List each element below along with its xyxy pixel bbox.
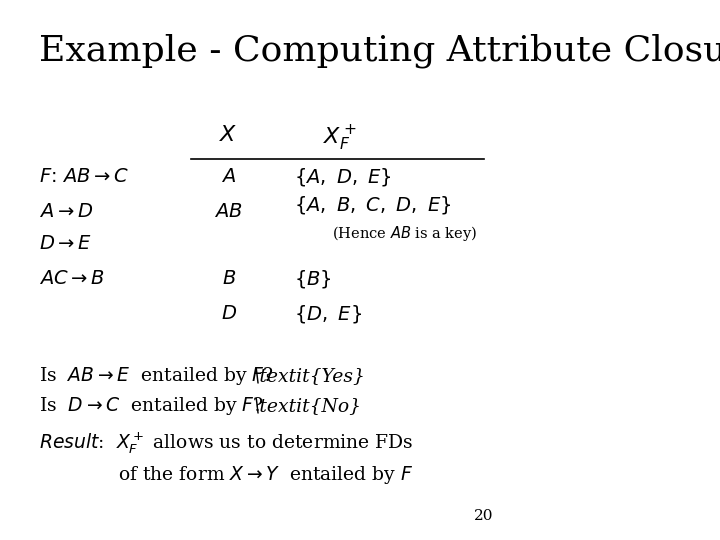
Text: $X_F^+$: $X_F^+$ [323,124,357,153]
Text: $X$: $X$ [220,124,238,146]
Text: $\{A,\ B,\ C,\ D,\ E\}$: $\{A,\ B,\ C,\ D,\ E\}$ [294,194,451,216]
Text: Is  $D \rightarrow C$  entailed by $F$?: Is $D \rightarrow C$ entailed by $F$? [40,395,264,416]
Text: $\{A,\ D,\ E\}$: $\{A,\ D,\ E\}$ [294,166,392,188]
Text: $A$: $A$ [221,168,236,186]
Text: $D$: $D$ [220,305,237,322]
Text: $F\colon\ AB \rightarrow C$: $F\colon\ AB \rightarrow C$ [40,168,130,186]
Text: Is  $AB \rightarrow E$  entailed by $F$?: Is $AB \rightarrow E$ entailed by $F$? [40,366,274,387]
Text: (Hence $AB$ is a key): (Hence $AB$ is a key) [332,224,477,244]
Text: \textit{No}: \textit{No} [254,396,362,415]
Text: \textit{Yes}: \textit{Yes} [254,367,366,386]
Text: 20: 20 [474,509,494,523]
Text: $B$: $B$ [222,270,236,288]
Text: $AC \rightarrow B$: $AC \rightarrow B$ [40,270,106,288]
Text: $\mathit{Result}$:  $X_F^+$ allows us to determine FDs: $\mathit{Result}$: $X_F^+$ allows us to … [40,430,414,456]
Text: Example - Computing Attribute Closure: Example - Computing Attribute Closure [40,33,720,68]
Text: $AB$: $AB$ [215,202,243,220]
Text: $A \rightarrow D$: $A \rightarrow D$ [40,202,94,220]
Text: $\{D,\ E\}$: $\{D,\ E\}$ [294,302,362,325]
Text: $D \rightarrow E$: $D \rightarrow E$ [40,235,93,253]
Text: $\{B\}$: $\{B\}$ [294,268,332,290]
Text: of the form $X \rightarrow Y$  entailed by $F$: of the form $X \rightarrow Y$ entailed b… [117,464,413,485]
